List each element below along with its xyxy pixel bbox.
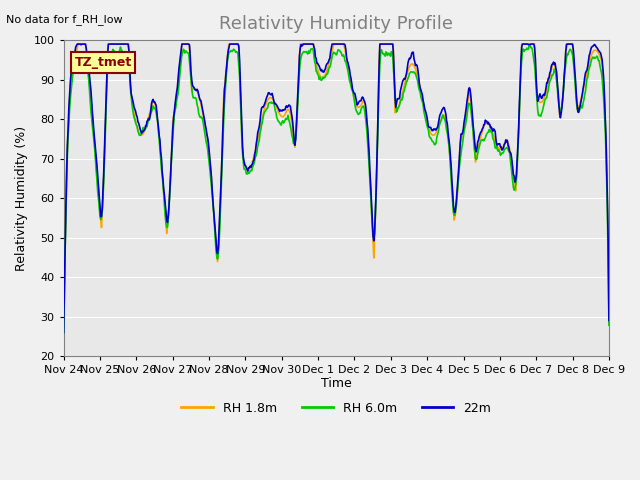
Text: No data for f_RH_low: No data for f_RH_low bbox=[6, 14, 123, 25]
Title: Relativity Humidity Profile: Relativity Humidity Profile bbox=[220, 15, 453, 33]
X-axis label: Time: Time bbox=[321, 377, 351, 390]
Legend: RH 1.8m, RH 6.0m, 22m: RH 1.8m, RH 6.0m, 22m bbox=[177, 396, 496, 420]
Y-axis label: Relativity Humidity (%): Relativity Humidity (%) bbox=[15, 126, 28, 271]
Text: TZ_tmet: TZ_tmet bbox=[74, 56, 132, 69]
